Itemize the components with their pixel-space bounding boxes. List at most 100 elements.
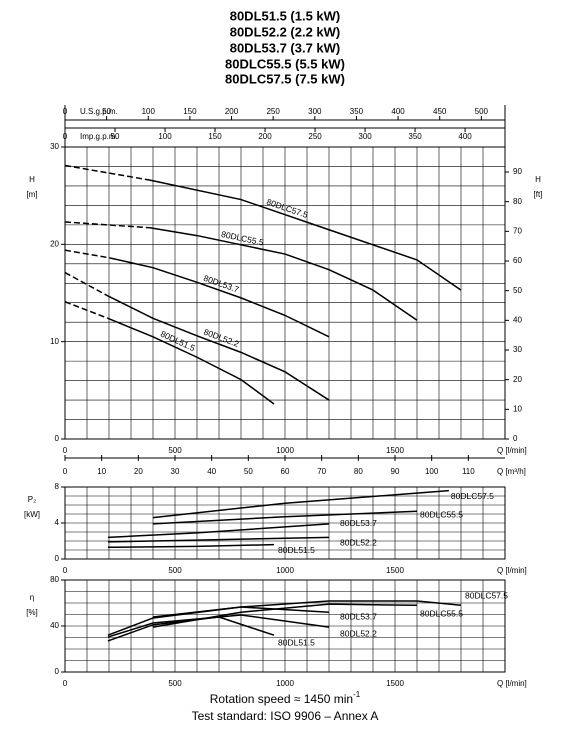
y-tick-label: 30 bbox=[50, 142, 59, 151]
curve-label: 80DL51.5 bbox=[278, 545, 315, 555]
top-axis-label: Imp.g.p.m. bbox=[80, 132, 118, 141]
y2-tick-label: 60 bbox=[513, 256, 522, 265]
y-axis-label: P₂ bbox=[28, 495, 36, 504]
x-tick-label: 0 bbox=[63, 679, 68, 688]
y-tick-label: 4 bbox=[55, 518, 60, 527]
x2-tick-label: 40 bbox=[207, 467, 216, 476]
title-line: 80DLC57.5 (7.5 kW) bbox=[225, 71, 345, 86]
x2-tick-label: 80 bbox=[354, 467, 363, 476]
top-axis-tick-label: 350 bbox=[350, 107, 364, 116]
top-axis-tick-label: 450 bbox=[433, 107, 447, 116]
y-tick-label: 8 bbox=[55, 482, 60, 491]
x2-tick-label: 30 bbox=[171, 467, 180, 476]
top-axis-tick-label: 250 bbox=[266, 107, 280, 116]
curve bbox=[109, 257, 330, 338]
curve bbox=[152, 489, 449, 519]
curve-label: 80DLC55.5 bbox=[420, 609, 463, 619]
title-line: 80DL52.2 (2.2 kW) bbox=[230, 24, 341, 39]
top-axis-tick-label: 500 bbox=[475, 107, 489, 116]
top-axis-tick-label: 200 bbox=[225, 107, 239, 116]
top-axis-tick-label: 150 bbox=[183, 107, 197, 116]
curve bbox=[64, 221, 150, 229]
title-line: 80DL53.7 (3.7 kW) bbox=[230, 40, 341, 55]
curve bbox=[107, 523, 330, 539]
curve bbox=[64, 164, 151, 181]
curve-label: 80DLC55.5 bbox=[420, 510, 463, 520]
top-axis-tick-label: 400 bbox=[458, 132, 472, 141]
x-tick-label: 1000 bbox=[276, 679, 294, 688]
y2-tick-label: 40 bbox=[513, 315, 522, 324]
curve-label: 80DLC57.5 bbox=[451, 491, 494, 501]
curve bbox=[149, 179, 462, 291]
x-tick-label: 500 bbox=[168, 566, 182, 575]
curve bbox=[149, 227, 418, 321]
y-axis-label: H bbox=[29, 175, 35, 184]
x-tick-label: 0 bbox=[63, 566, 68, 575]
top-axis-tick-label: 350 bbox=[408, 132, 422, 141]
y-tick-label: 80 bbox=[50, 575, 59, 584]
top-axis-label: U.S.g.p.m. bbox=[80, 107, 118, 116]
y2-tick-label: 70 bbox=[513, 226, 522, 235]
y2-axis-unit: [ft] bbox=[534, 190, 543, 199]
y-tick-label: 0 bbox=[55, 554, 60, 563]
curve-label: 80DL51.5 bbox=[278, 637, 315, 647]
curve-label: 80DLC57.5 bbox=[265, 197, 309, 220]
top-axis-tick-label: 200 bbox=[258, 132, 272, 141]
y-axis-unit: [m] bbox=[26, 190, 37, 199]
y2-tick-label: 90 bbox=[513, 167, 522, 176]
x-tick-label: 0 bbox=[63, 446, 68, 455]
x-tick-label: 1500 bbox=[386, 679, 404, 688]
curve-label: 80DL52.2 bbox=[340, 628, 377, 638]
title-line: 80DL51.5 (1.5 kW) bbox=[230, 8, 341, 23]
curve bbox=[107, 295, 330, 401]
curve bbox=[107, 543, 275, 549]
y-tick-label: 20 bbox=[50, 239, 59, 248]
x2-tick-label: 50 bbox=[244, 467, 253, 476]
x2-axis-label: Q [m³/h] bbox=[497, 467, 526, 476]
y-tick-label: 0 bbox=[55, 667, 60, 676]
x-axis-label: Q [l/min] bbox=[497, 446, 527, 455]
x-tick-label: 1500 bbox=[386, 446, 404, 455]
top-axis-tick-label: 100 bbox=[142, 107, 156, 116]
footer-line: Test standard: ISO 9906 – Annex A bbox=[192, 709, 379, 723]
x-axis-label: Q [l/min] bbox=[497, 679, 527, 688]
y-axis-unit: [kW] bbox=[24, 510, 40, 519]
y2-tick-label: 0 bbox=[513, 434, 518, 443]
x2-tick-label: 60 bbox=[281, 467, 290, 476]
curve bbox=[107, 317, 275, 405]
y-tick-label: 0 bbox=[55, 434, 60, 443]
y2-tick-label: 50 bbox=[513, 286, 522, 295]
curve bbox=[107, 606, 330, 636]
curve bbox=[64, 301, 109, 320]
x2-tick-label: 90 bbox=[391, 467, 400, 476]
curve-label: 80DL51.5 bbox=[159, 329, 197, 354]
x2-tick-label: 0 bbox=[63, 467, 68, 476]
curve-label: 80DL53.7 bbox=[340, 518, 377, 528]
x2-tick-label: 70 bbox=[317, 467, 326, 476]
curve bbox=[64, 271, 109, 297]
curve-label: 80DL53.7 bbox=[340, 611, 377, 621]
top-axis-tick-label: 50 bbox=[111, 132, 120, 141]
y-axis-unit: [%] bbox=[26, 608, 38, 617]
x-tick-label: 500 bbox=[168, 679, 182, 688]
x2-tick-label: 110 bbox=[462, 467, 475, 476]
curve bbox=[152, 510, 418, 525]
x-tick-label: 1000 bbox=[276, 566, 294, 575]
footer-text: Rotation speed ≈ 1450 min bbox=[210, 692, 353, 706]
top-axis-tick-label: 250 bbox=[308, 132, 322, 141]
top-axis-tick-label: 400 bbox=[391, 107, 405, 116]
x2-tick-label: 100 bbox=[425, 467, 439, 476]
curve bbox=[107, 536, 330, 543]
curve bbox=[107, 616, 275, 642]
top-axis-tick-label: 50 bbox=[102, 107, 111, 116]
footer-line: Rotation speed ≈ 1450 min-1 bbox=[210, 690, 361, 706]
y2-tick-label: 20 bbox=[513, 375, 522, 384]
title-line: 80DLC55.5 (5.5 kW) bbox=[225, 56, 345, 71]
y2-tick-label: 30 bbox=[513, 345, 522, 354]
y-tick-label: 10 bbox=[50, 337, 59, 346]
top-axis-tick-label: 300 bbox=[358, 132, 372, 141]
plot-frame bbox=[64, 146, 506, 440]
y-axis-label: η bbox=[30, 593, 34, 602]
top-axis-tick-label: 150 bbox=[208, 132, 222, 141]
